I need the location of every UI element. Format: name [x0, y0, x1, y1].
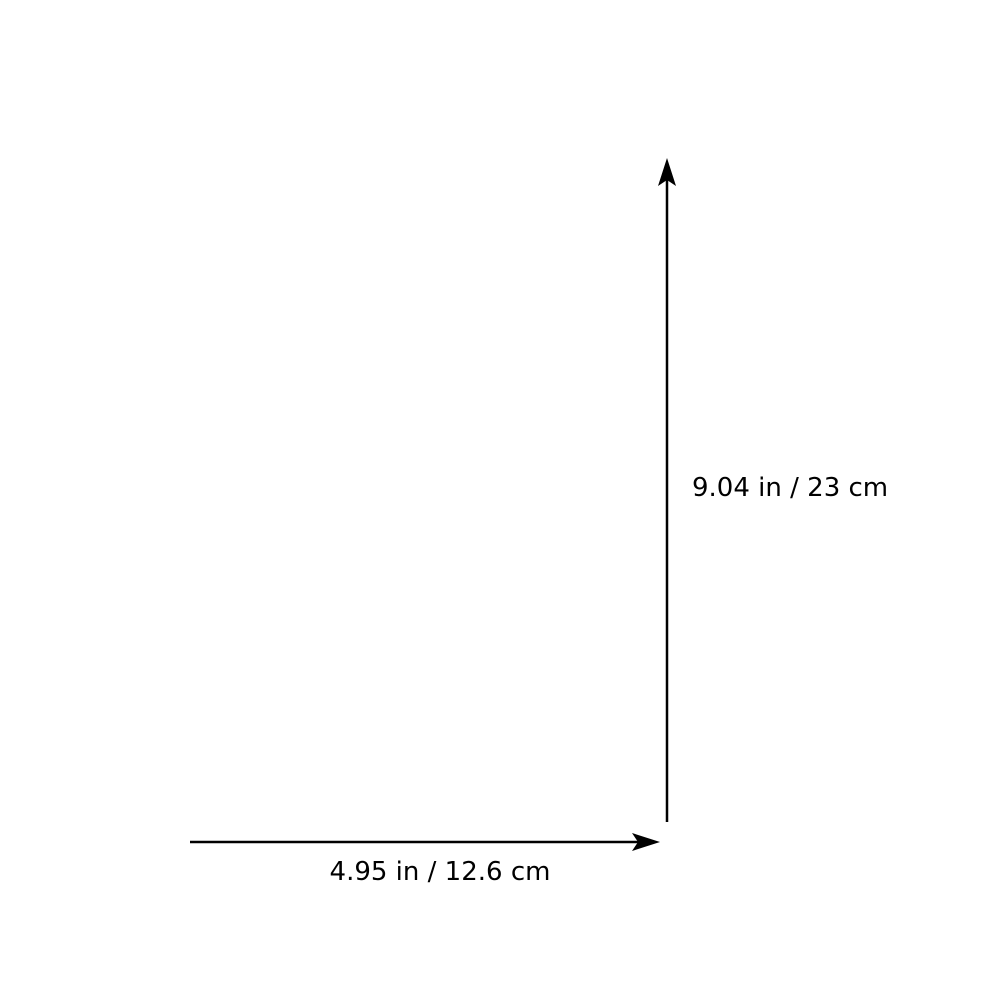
height-dimension: 9.04 in / 23 cm	[658, 158, 888, 822]
width-dimension: 4.95 in / 12.6 cm	[190, 833, 660, 887]
arrow-right-icon	[632, 833, 660, 851]
width-dimension-label: 4.95 in / 12.6 cm	[330, 857, 551, 887]
arrow-up-icon	[658, 158, 676, 186]
height-dimension-label: 9.04 in / 23 cm	[692, 473, 888, 503]
